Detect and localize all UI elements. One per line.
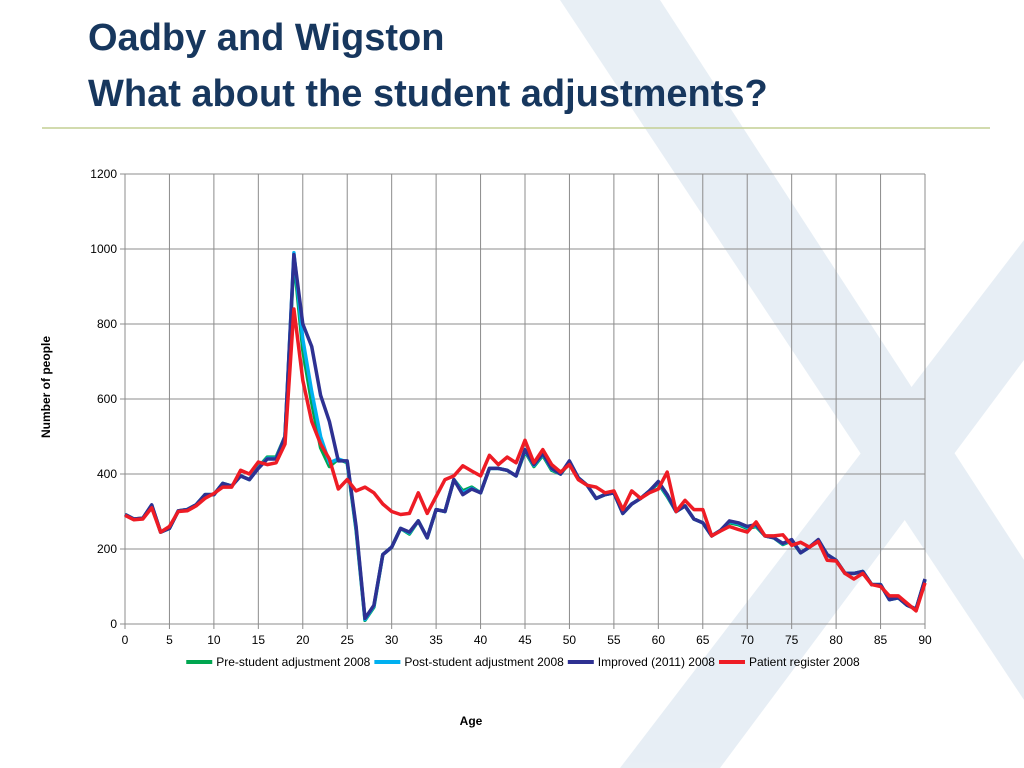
y-axis-label: Number of people — [39, 336, 53, 438]
x-tick-label: 0 — [122, 633, 129, 647]
y-tick-label: 400 — [97, 467, 117, 481]
x-tick-label: 65 — [696, 633, 710, 647]
y-tick-label: 600 — [97, 392, 117, 406]
x-tick-label: 85 — [874, 633, 888, 647]
legend-label: Post-student adjustment 2008 — [404, 655, 564, 669]
x-tick-label: 75 — [785, 633, 799, 647]
legend-label: Improved (2011) 2008 — [598, 655, 716, 669]
x-tick-label: 50 — [563, 633, 577, 647]
x-tick-label: 90 — [918, 633, 932, 647]
x-tick-label: 40 — [474, 633, 488, 647]
x-tick-label: 60 — [652, 633, 666, 647]
series-line — [124, 252, 927, 621]
x-tick-label: 5 — [166, 633, 173, 647]
x-tick-label: 80 — [829, 633, 843, 647]
x-tick-label: 55 — [607, 633, 621, 647]
x-tick-label: 45 — [518, 633, 532, 647]
series-line — [124, 307, 927, 613]
y-tick-label: 0 — [110, 617, 117, 631]
y-tick-label: 200 — [97, 542, 117, 556]
slide-subtitle: What about the student adjustments? — [88, 73, 768, 115]
x-tick-label: 25 — [341, 633, 355, 647]
x-tick-label: 10 — [207, 633, 221, 647]
x-tick-label: 15 — [252, 633, 266, 647]
x-tick-label: 35 — [429, 633, 443, 647]
y-tick-label: 800 — [97, 317, 117, 331]
x-axis-label: Age — [460, 714, 483, 728]
x-tick-label: 20 — [296, 633, 310, 647]
x-tick-label: 70 — [741, 633, 755, 647]
logo-stroke — [620, 240, 1024, 768]
legend-label: Pre-student adjustment 2008 — [216, 655, 370, 669]
y-tick-label: 1200 — [90, 167, 117, 181]
x-tick-label: 30 — [385, 633, 399, 647]
slide-title: Oadby and Wigston — [88, 17, 444, 59]
legend-label: Patient register 2008 — [749, 655, 860, 669]
y-tick-label: 1000 — [90, 242, 117, 256]
